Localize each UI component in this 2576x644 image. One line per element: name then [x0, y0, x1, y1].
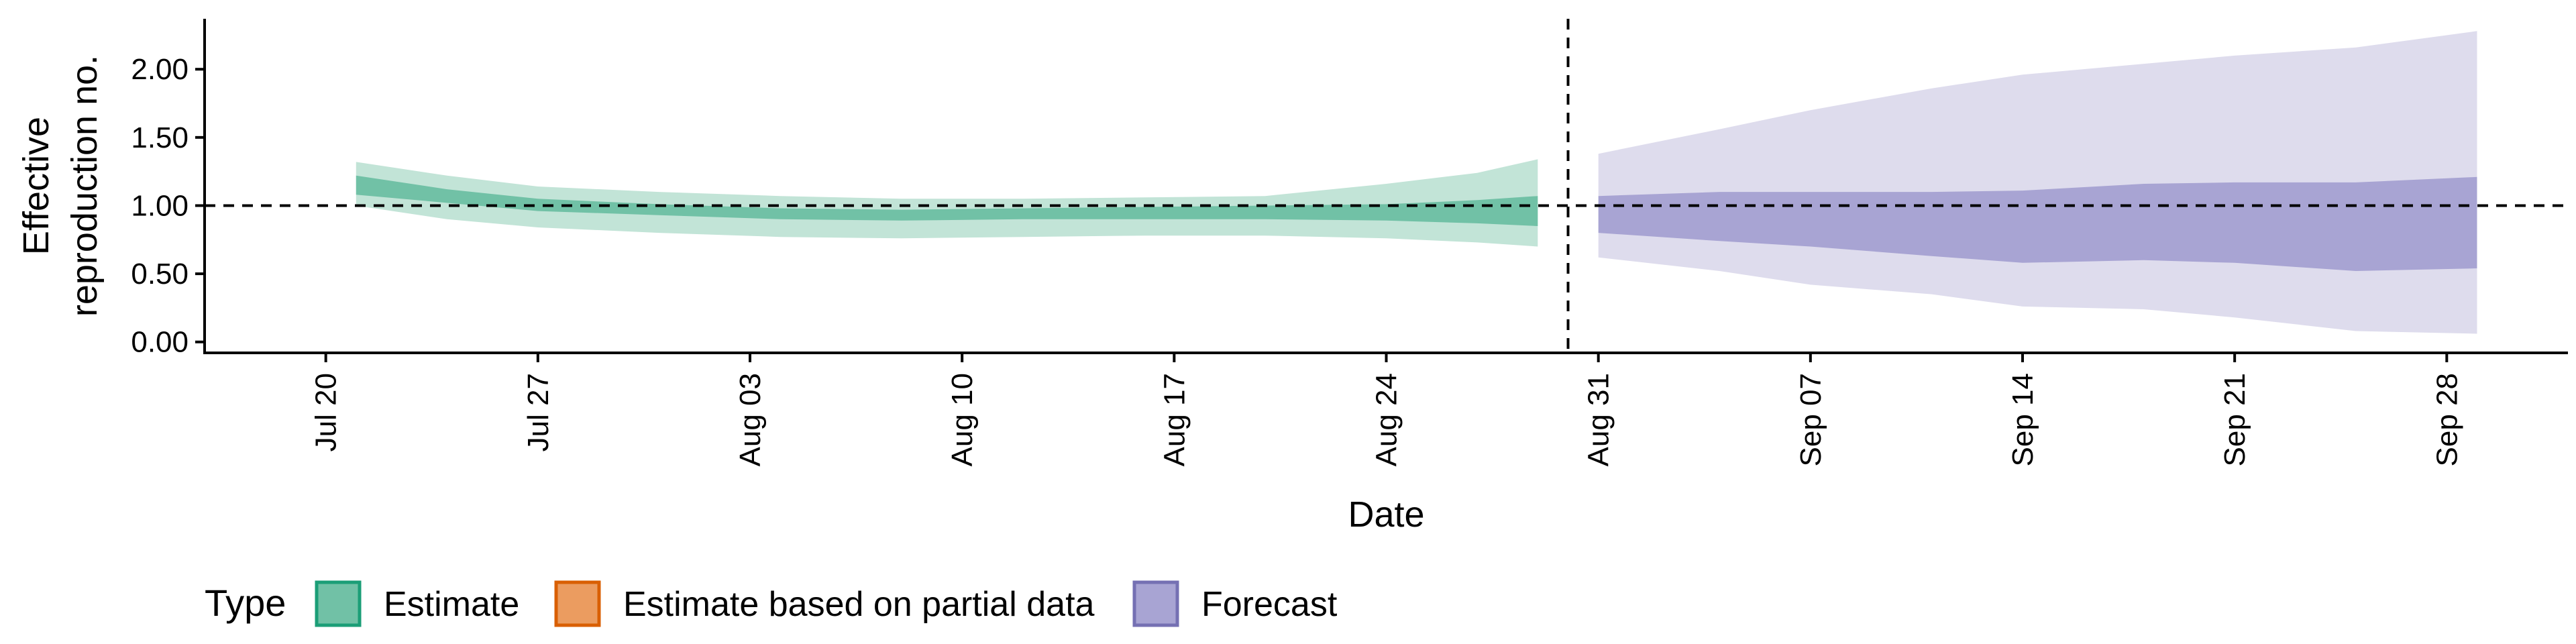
- x-tick-label: Aug 17: [1158, 373, 1191, 466]
- y-tick-label: 1.50: [131, 121, 189, 154]
- x-tick-label: Aug 24: [1371, 373, 1403, 466]
- x-axis-title: Date: [1348, 494, 1424, 535]
- x-tick-label: Aug 31: [1582, 373, 1615, 466]
- estimate-inner-band: [356, 175, 1538, 226]
- y-tick-label: 1.00: [131, 189, 189, 222]
- y-tick-label: 2.00: [131, 53, 189, 86]
- legend-label: Estimate: [384, 585, 519, 624]
- legend: Type Estimate Estimate based on partial da…: [205, 580, 1338, 627]
- y-axis-title: reproduction no.: [64, 55, 105, 317]
- legend-title: Type: [205, 582, 286, 624]
- y-tick-label: 0.50: [131, 258, 189, 290]
- legend-swatch: [554, 580, 601, 627]
- legend-label: Estimate based on partial data: [623, 585, 1095, 624]
- y-tick-label: 0.00: [131, 326, 189, 359]
- legend-swatch: [1132, 580, 1179, 627]
- x-tick-label: Aug 03: [734, 373, 767, 466]
- x-tick-label: Sep 21: [2218, 373, 2251, 466]
- plot-area: [205, 19, 2568, 353]
- legend-swatch: [315, 580, 362, 627]
- legend-label: Forecast: [1201, 585, 1338, 624]
- x-tick-label: Sep 14: [2006, 373, 2039, 466]
- x-tick-label: Sep 28: [2430, 373, 2463, 466]
- x-tick-label: Jul 20: [310, 373, 343, 451]
- x-tick-label: Aug 10: [946, 373, 979, 466]
- x-tick-label: Jul 27: [522, 373, 555, 451]
- y-axis-title: Effective: [16, 117, 56, 255]
- axes: 0.00 0.50 1.00 1.50 2.00 Jul 20 Jul 27 Aug 03 Au…: [16, 19, 2568, 535]
- x-tick-label: Sep 07: [1794, 373, 1827, 466]
- forecast-inner-band: [1598, 176, 2477, 271]
- estimate-outer-band: [356, 159, 1538, 247]
